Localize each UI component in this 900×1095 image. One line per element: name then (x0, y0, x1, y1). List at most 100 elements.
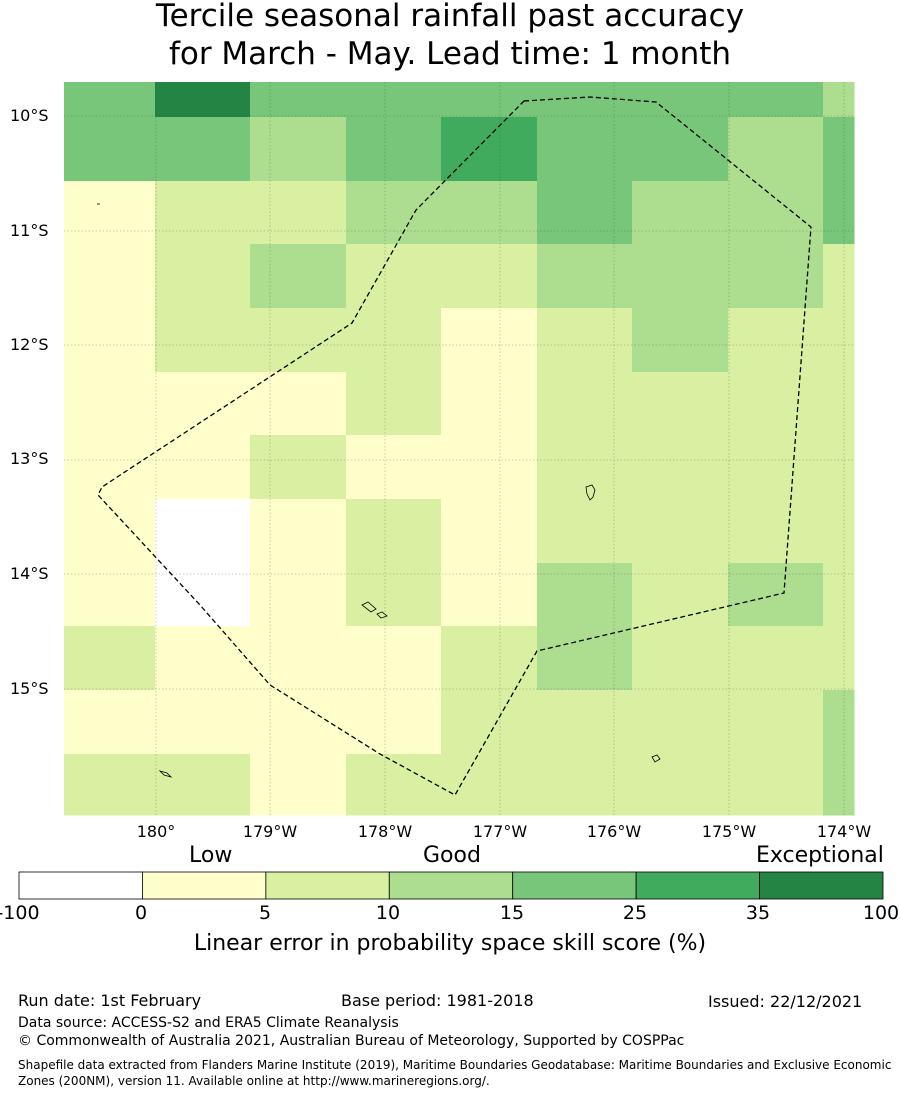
lon-label-177w: 177°W (472, 822, 528, 841)
grid-cell (250, 690, 347, 755)
grid-cell (632, 435, 729, 500)
grid-cell (64, 244, 156, 309)
grid-cell (155, 754, 251, 816)
grid-cell (64, 563, 156, 627)
lat-label-13s: 13°S (10, 449, 49, 468)
island-wallis (361, 601, 377, 613)
colorbar-tick: 15 (499, 902, 525, 924)
lat-label-15s: 15°S (10, 679, 49, 698)
skill-score-map (64, 82, 855, 816)
lon-label-178w: 178°W (357, 822, 413, 841)
grid-cell (823, 244, 855, 309)
grid-cell (346, 117, 442, 182)
chart-title-line2: for March - May. Lead time: 1 month (168, 36, 732, 72)
colorbar-tick: 5 (258, 902, 272, 924)
grid-cell (728, 754, 824, 816)
island-rose (158, 770, 173, 778)
colorbar (18, 871, 884, 900)
grid-cell (441, 435, 538, 500)
grid-cell (346, 626, 442, 691)
grid-cell (823, 690, 855, 755)
colorbar-segment (512, 871, 637, 900)
grid-cell (346, 754, 442, 816)
grid-cell (728, 244, 824, 309)
grid-cell (346, 499, 442, 564)
grid-cell (823, 308, 855, 373)
grid-cell (823, 499, 855, 564)
colorbar-segment (265, 871, 390, 900)
grid-cell (632, 499, 729, 564)
grid-cell (155, 181, 251, 245)
grid-cell (250, 117, 347, 182)
grid-cell (64, 117, 156, 182)
colorbar-title: Linear error in probability space skill … (193, 931, 707, 956)
grid-cell (441, 308, 538, 373)
grid-cell (537, 244, 633, 309)
colorbar-segment (388, 871, 514, 900)
copyright: © Commonwealth of Australia 2021, Austra… (18, 1033, 685, 1049)
colorbar-segment (18, 871, 143, 900)
grid-cell (64, 308, 156, 373)
grid-cell (441, 499, 538, 564)
lon-label-179w: 179°W (242, 822, 298, 841)
grid-cell (728, 372, 824, 436)
lon-label-180: 180° (136, 822, 176, 841)
colorbar-segment (142, 871, 267, 900)
grid-cell (155, 626, 251, 691)
grid-cell (728, 690, 824, 755)
grid-cell (155, 244, 251, 309)
island-futuna-east (376, 611, 388, 619)
grid-cell (155, 499, 251, 564)
grid-cell (441, 181, 538, 245)
grid-cell (632, 308, 729, 373)
grid-cell (537, 626, 633, 691)
island-swains (651, 754, 661, 763)
grid-cell (728, 435, 824, 500)
shapefile-credit: Shapefile data extracted from Flanders M… (18, 1058, 892, 1088)
lat-label-11s: 11°S (10, 221, 49, 240)
eez-boundary (97, 96, 812, 796)
grid-cell (441, 754, 538, 816)
grid-cell (632, 372, 729, 436)
base-period: Base period: 1981-2018 (341, 991, 534, 1010)
grid-cell (537, 563, 633, 627)
grid-cell (632, 754, 729, 816)
grid-cell (250, 499, 347, 564)
grid-cell (632, 181, 729, 245)
colorbar-segment (635, 871, 760, 900)
grid-cell (823, 117, 855, 182)
grid-cell (346, 563, 442, 627)
colorbar-tick: 10 (375, 902, 401, 924)
run-date: Run date: 1st February (18, 991, 202, 1010)
grid-cell (155, 372, 251, 436)
grid-cell (728, 117, 824, 182)
grid-cell (64, 626, 156, 691)
grid-cell (537, 435, 633, 500)
grid-cell (155, 117, 251, 182)
grid-cell (632, 244, 729, 309)
grid-cell (823, 181, 855, 245)
grid-cell (728, 181, 824, 245)
legend-quality-good: Good (423, 843, 481, 868)
grid-cell (250, 563, 347, 627)
grid-cell (64, 181, 156, 245)
grid-cell (346, 82, 442, 118)
lat-label-10s: 10°S (10, 106, 49, 125)
colorbar-tick: 35 (745, 902, 771, 924)
grid-cell (823, 563, 855, 627)
lon-label-175w: 175°W (701, 822, 757, 841)
grid-cell (250, 308, 347, 373)
graticule-lines (64, 82, 854, 815)
chart-title-line1: Tercile seasonal rainfall past accuracy (155, 0, 745, 34)
grid-cell (537, 372, 633, 436)
grid-cell (537, 181, 633, 245)
issued-date: Issued: 22/12/2021 (708, 992, 863, 1011)
grid-cell (441, 117, 538, 182)
grid-cell (64, 754, 156, 816)
grid-cell (537, 308, 633, 373)
grid-cells (64, 82, 855, 816)
colorbar-segment (759, 871, 884, 900)
grid-cell (823, 82, 855, 118)
grid-cell (250, 435, 347, 500)
grid-cell (250, 244, 347, 309)
